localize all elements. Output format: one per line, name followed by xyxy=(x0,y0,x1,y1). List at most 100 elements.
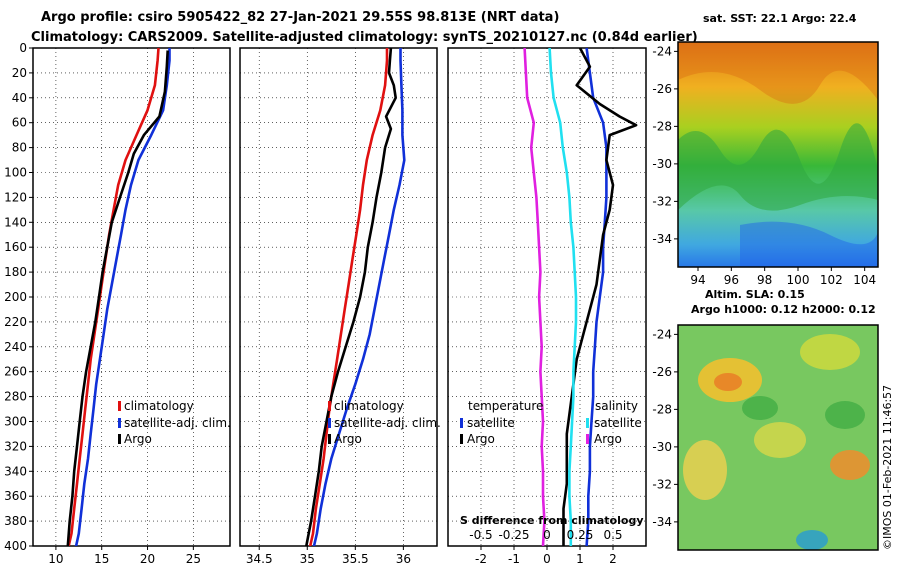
map-y-tick-label: -34 xyxy=(652,515,672,529)
depth-tick-label: 380 xyxy=(4,514,27,528)
legend-swatch-satellite xyxy=(328,418,331,428)
depth-tick-label: 280 xyxy=(4,390,27,404)
depth-tick-label: 260 xyxy=(4,365,27,379)
x-tick-label: -2 xyxy=(475,552,487,566)
series-line-argo xyxy=(305,48,398,546)
map-y-tick-label: -34 xyxy=(652,232,672,246)
legend-swatch-climatology xyxy=(328,401,331,411)
legend-swatch-temp-satellite xyxy=(460,418,463,428)
legend-swatch-satellite xyxy=(118,418,121,428)
difference-legend: temperature satellite Argo salinity sate… xyxy=(460,399,644,527)
sla-blob xyxy=(742,396,778,420)
depth-tick-label: 220 xyxy=(4,315,27,329)
depth-tick-label: 160 xyxy=(4,240,27,254)
sla-map: Altim. SLA: 0.15 Argo h1000: 0.12 h2000:… xyxy=(652,288,879,551)
legend-label-climatology: climatology xyxy=(334,399,404,413)
temperature-lines xyxy=(66,48,171,546)
difference-lines xyxy=(523,48,638,546)
depth-tick-label: 0 xyxy=(19,41,27,55)
legend-label-climatology: climatology xyxy=(124,399,194,413)
x-tick-label: 1 xyxy=(576,552,584,566)
series-line-salinity-satellite xyxy=(548,48,578,546)
map-y-tick-label: -26 xyxy=(652,365,672,379)
salinity-diff-tick-label: -0.5 xyxy=(469,528,492,542)
salinity-diff-tick-label: 0 xyxy=(543,528,551,542)
legend-swatch-sal-argo xyxy=(586,434,589,444)
map-y-tick-label: -28 xyxy=(652,119,672,133)
depth-tick-label: 400 xyxy=(4,539,27,553)
series-line-argo xyxy=(66,50,169,546)
depth-tick-label: 40 xyxy=(12,91,27,105)
depth-tick-label: 240 xyxy=(4,340,27,354)
map-x-tick-label: 102 xyxy=(820,273,843,287)
map-y-tick-label: -32 xyxy=(652,477,672,491)
salinity-diff-tick-label: -0.25 xyxy=(498,528,529,542)
title-line-2: Climatology: CARS2009. Satellite-adjuste… xyxy=(31,30,698,45)
series-line-salinity-argo xyxy=(523,48,546,546)
difference-grid xyxy=(448,48,646,546)
series-line-climatology xyxy=(67,48,160,546)
x-tick-label: 15 xyxy=(94,552,109,566)
depth-tick-label: 180 xyxy=(4,265,27,279)
temperature-legend: climatology satellite-adj. clim. Argo xyxy=(118,399,231,446)
temperature-panel-frame xyxy=(32,47,231,547)
x-tick-label: 34.5 xyxy=(246,552,273,566)
legend-swatch-argo xyxy=(118,434,121,444)
x-tick-label: 35.5 xyxy=(342,552,369,566)
map-x-tick-label: 94 xyxy=(690,273,705,287)
sla-map-subtitle: Argo h1000: 0.12 h2000: 0.12 xyxy=(691,303,876,316)
salinity-legend: climatology satellite-adj. clim. Argo xyxy=(328,399,441,446)
legend-label-sal-argo: Argo xyxy=(594,432,622,446)
legend-title-salinity: salinity xyxy=(595,399,638,413)
legend-label-sal-satellite: satellite xyxy=(594,416,642,430)
legend-label-satellite: satellite-adj. clim. xyxy=(124,416,231,430)
sst-map-ticks: -24 -26 -28 -30 -32 -34 94 96 98 100 102 104 xyxy=(652,44,876,287)
depth-tick-label: 120 xyxy=(4,190,27,204)
map-y-tick-label: -30 xyxy=(652,440,672,454)
series-line-satellite-adj-clim- xyxy=(74,48,171,546)
depth-tick-label: 140 xyxy=(4,215,27,229)
difference-x-ticks: -2 -1 0 1 2 -0.5 -0.25 0 0.25 0.5 xyxy=(469,528,622,566)
sst-cold-patch xyxy=(740,221,878,267)
sst-map-frame xyxy=(677,41,879,268)
legend-label-satellite: satellite-adj. clim. xyxy=(334,416,441,430)
depth-tick-label: 20 xyxy=(12,66,27,80)
salinity-diff-tick-label: 0.5 xyxy=(603,528,622,542)
series-line-temperature-satellite xyxy=(585,48,608,546)
legend-swatch-temp-argo xyxy=(460,434,463,444)
depth-tick-label: 100 xyxy=(4,166,27,180)
legend-label-argo: Argo xyxy=(124,432,152,446)
x-tick-label: 0 xyxy=(543,552,551,566)
legend-label-argo: Argo xyxy=(334,432,362,446)
depth-tick-label: 200 xyxy=(4,290,27,304)
x-tick-label: 2 xyxy=(609,552,617,566)
legend-label-temp-satellite: satellite xyxy=(467,416,515,430)
series-line-temperature-argo xyxy=(562,48,638,546)
salinity-lines xyxy=(305,48,406,546)
salinity-panel-frame xyxy=(239,47,438,547)
x-tick-label: 35 xyxy=(300,552,315,566)
map-x-tick-label: 96 xyxy=(724,273,739,287)
map-x-tick-label: 104 xyxy=(853,273,876,287)
credit-stamp: ©IMOS 01-Feb-2021 11:46:57 xyxy=(881,385,894,550)
legend-swatch-climatology xyxy=(118,401,121,411)
salinity-grid xyxy=(240,48,437,546)
sla-high-core xyxy=(714,373,742,391)
sla-blob xyxy=(683,440,727,500)
depth-tick-label: 340 xyxy=(4,464,27,478)
sst-orange-patch xyxy=(678,42,878,104)
sla-low-blob xyxy=(796,530,828,550)
sla-map-title: Altim. SLA: 0.15 xyxy=(705,288,805,301)
sla-blob xyxy=(825,401,865,429)
sst-warm-band xyxy=(678,123,878,211)
sst-map-title: sat. SST: 22.1 Argo: 22.4 xyxy=(703,12,857,25)
map-y-tick-label: -24 xyxy=(652,327,672,341)
sla-blob xyxy=(754,422,806,458)
x-tick-label: 20 xyxy=(140,552,155,566)
map-y-tick-label: -26 xyxy=(652,82,672,96)
sla-map-frame xyxy=(677,324,879,551)
map-y-tick-label: -28 xyxy=(652,402,672,416)
x-tick-label: 25 xyxy=(186,552,201,566)
series-line-satellite-adj-clim- xyxy=(312,48,406,546)
sla-blob xyxy=(800,334,860,370)
